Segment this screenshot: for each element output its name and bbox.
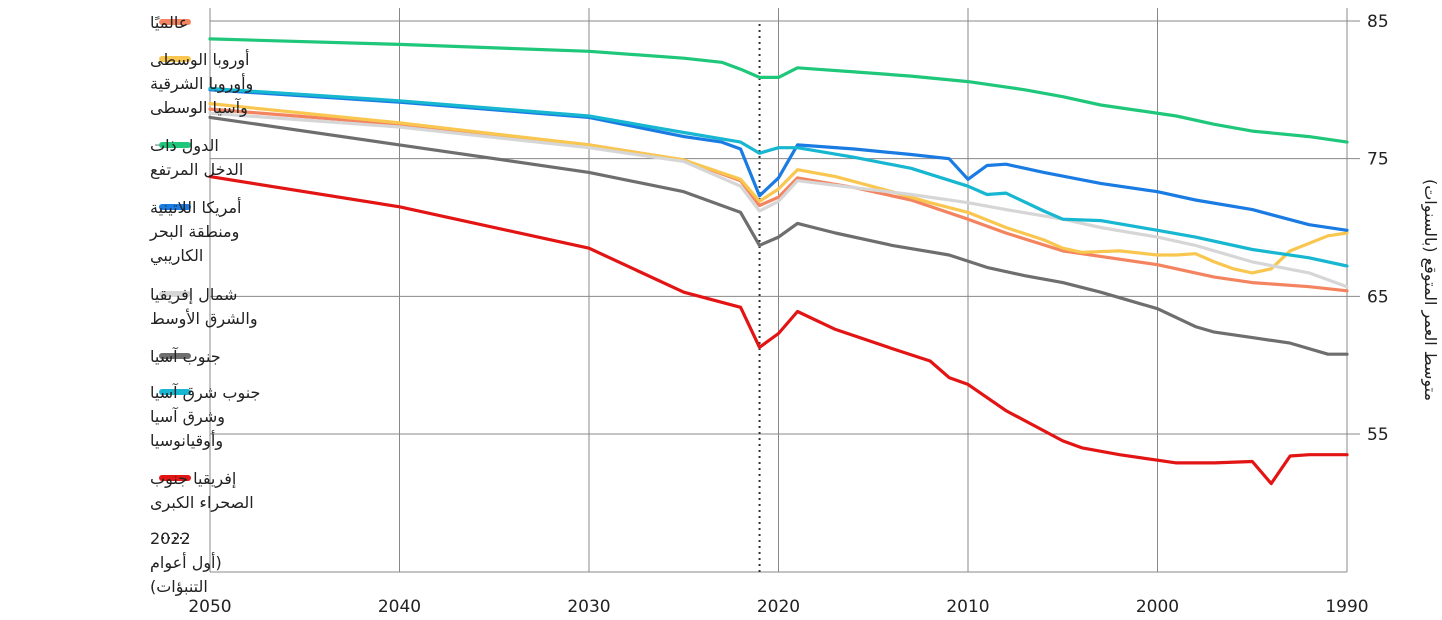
y-axis-title: متوسط العمر المتوقع (بالسنوات) — [1420, 179, 1440, 401]
grid-layer — [209, 8, 1360, 573]
legend-label-6-1: وشرق آسيا — [150, 407, 225, 427]
series-line-5 — [208, 115, 1349, 356]
x-tick-label-2000: 2000 — [1136, 597, 1179, 616]
series-line-3 — [208, 88, 1349, 232]
legend-label-4-0: شمال إفريقيا — [150, 285, 237, 305]
series-layer — [208, 37, 1349, 486]
legend-label-2-1: الدخل المرتفع — [150, 160, 243, 180]
legend-label-3-1: ومنطقة البحر — [149, 222, 239, 242]
legend-label-6-2: وأوقيانوسيا — [150, 430, 223, 451]
y-tick-label-75: 75 — [1367, 150, 1389, 170]
legend-label-1-0: أوروبا الوسطى — [150, 49, 250, 70]
legend-label-marker-1: (أول أعوام — [150, 552, 222, 573]
legend-label-marker-0: 2022 — [150, 529, 191, 548]
series-line-4 — [208, 111, 1349, 289]
legend-label-6-0: جنوب شرق آسيا — [150, 383, 260, 403]
x-tick-label-1990: 1990 — [1325, 597, 1368, 616]
x-tick-label-2050: 2050 — [188, 597, 231, 616]
y-tick-label-85: 85 — [1367, 12, 1389, 32]
axis-layer: 2050 2040 2030 2020 2010 2000 1990 85 75 65 55 متوس… — [188, 12, 1440, 617]
series-line-7 — [208, 175, 1349, 486]
x-tick-label-2010: 2010 — [946, 597, 989, 616]
series-line-2 — [208, 37, 1349, 144]
legend-label-3-2: الكاريبي — [150, 246, 203, 266]
legend-layer: عالميًا أوروبا الوسطى وأوروبا الشرقية وآسيا… — [149, 13, 260, 597]
legend-label-1-2: وآسيا الوسطى — [150, 98, 248, 118]
series-line-1 — [208, 101, 1349, 275]
legend-label-5-0: جنوب آسيا — [150, 347, 221, 367]
legend-label-1-1: وأوروبا الشرقية — [150, 73, 253, 94]
legend-label-7-0: إفريقيا جنوب — [150, 469, 236, 489]
series-line-6 — [208, 86, 1349, 268]
y-tick-label-65: 65 — [1367, 287, 1389, 307]
x-tick-label-2020: 2020 — [757, 597, 800, 616]
legend-label-3-0: أمريكا اللاتينية — [150, 197, 241, 218]
legend-label-7-1: الصحراء الكبرى — [150, 493, 254, 513]
legend-label-2-0: الدول ذات — [150, 136, 219, 156]
y-tick-label-55: 55 — [1367, 425, 1389, 445]
x-tick-label-2040: 2040 — [378, 597, 421, 616]
legend-label-4-1: والشرق الأوسط — [150, 308, 258, 329]
x-tick-label-2030: 2030 — [567, 597, 610, 616]
legend-label-marker-2: التنبؤات) — [150, 577, 208, 597]
legend-label-0-0: عالميًا — [150, 13, 188, 32]
